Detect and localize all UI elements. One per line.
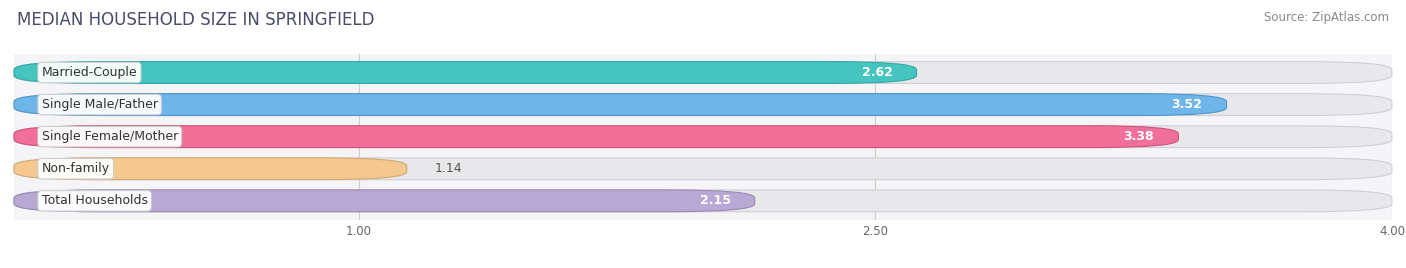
- Text: 3.38: 3.38: [1123, 130, 1154, 143]
- Text: 3.52: 3.52: [1171, 98, 1202, 111]
- FancyBboxPatch shape: [14, 158, 406, 180]
- Text: 2.62: 2.62: [862, 66, 893, 79]
- FancyBboxPatch shape: [14, 126, 1178, 148]
- Text: Married-Couple: Married-Couple: [42, 66, 138, 79]
- Text: 2.15: 2.15: [700, 194, 731, 207]
- FancyBboxPatch shape: [14, 190, 1392, 212]
- Text: Single Male/Father: Single Male/Father: [42, 98, 157, 111]
- FancyBboxPatch shape: [14, 62, 1392, 83]
- FancyBboxPatch shape: [14, 94, 1226, 116]
- Text: MEDIAN HOUSEHOLD SIZE IN SPRINGFIELD: MEDIAN HOUSEHOLD SIZE IN SPRINGFIELD: [17, 11, 374, 29]
- Text: Total Households: Total Households: [42, 194, 148, 207]
- Text: Source: ZipAtlas.com: Source: ZipAtlas.com: [1264, 11, 1389, 24]
- FancyBboxPatch shape: [14, 158, 1392, 180]
- FancyBboxPatch shape: [14, 62, 917, 83]
- FancyBboxPatch shape: [14, 94, 1392, 116]
- Text: 1.14: 1.14: [434, 162, 463, 175]
- Text: Single Female/Mother: Single Female/Mother: [42, 130, 179, 143]
- FancyBboxPatch shape: [14, 190, 755, 212]
- FancyBboxPatch shape: [14, 126, 1392, 148]
- Text: Non-family: Non-family: [42, 162, 110, 175]
